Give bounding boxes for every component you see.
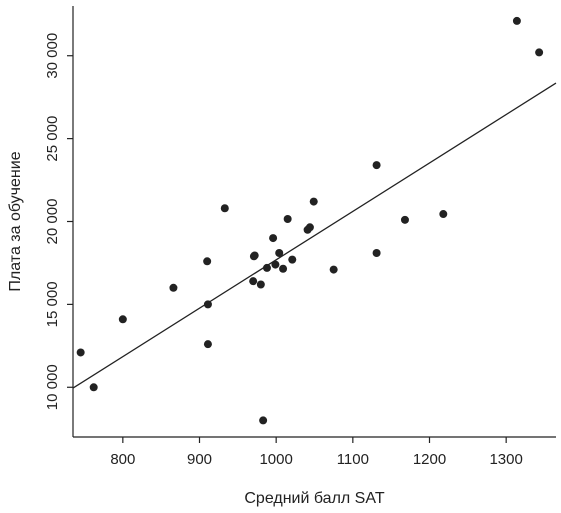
data-point [400, 215, 409, 224]
data-point [169, 283, 178, 292]
data-point [203, 300, 212, 309]
data-point [535, 48, 544, 57]
regression-line [72, 82, 557, 389]
axes-group [72, 6, 556, 438]
data-point [305, 223, 314, 232]
data-point [203, 340, 212, 349]
data-point [283, 215, 292, 224]
data-point [76, 348, 85, 357]
data-point [275, 248, 284, 257]
data-point [203, 257, 212, 266]
x-tick-label: 900 [187, 451, 212, 468]
data-point [309, 197, 318, 206]
data-points-group [76, 16, 544, 425]
data-point [89, 383, 98, 392]
data-point [372, 248, 381, 257]
data-point [256, 280, 265, 289]
y-tick-label: 25 000 [44, 116, 61, 162]
y-tick-label: 20 000 [44, 199, 61, 245]
data-point [288, 255, 297, 264]
x-tick-label: 1200 [413, 451, 446, 468]
data-point [249, 277, 258, 286]
data-point [220, 204, 229, 213]
x-axis-title: Средний балл SAT [244, 490, 384, 507]
data-point [372, 161, 381, 170]
data-point [118, 315, 127, 324]
y-tick-label: 15 000 [44, 281, 61, 327]
data-point [279, 264, 288, 273]
y-axis-title: Плата за обучение [7, 151, 24, 291]
regression-line-group [72, 82, 557, 389]
y-tick-label: 30 000 [44, 33, 61, 79]
data-point [262, 263, 271, 272]
y-tick-label: 10 000 [44, 364, 61, 410]
x-tick-label: 800 [110, 451, 135, 468]
ticks-group: 800 900 1000 1100 1200 1300 10 000 15 000 20 000… [44, 33, 523, 468]
x-tick-label: 1100 [337, 451, 369, 468]
data-point [259, 416, 268, 425]
data-point [269, 234, 278, 243]
data-point [329, 265, 338, 274]
data-point [250, 251, 259, 260]
x-tick-label: 1300 [489, 451, 522, 468]
data-point [439, 210, 448, 219]
data-point [512, 16, 521, 25]
x-tick-label: 1000 [259, 451, 292, 468]
data-point [271, 260, 280, 269]
